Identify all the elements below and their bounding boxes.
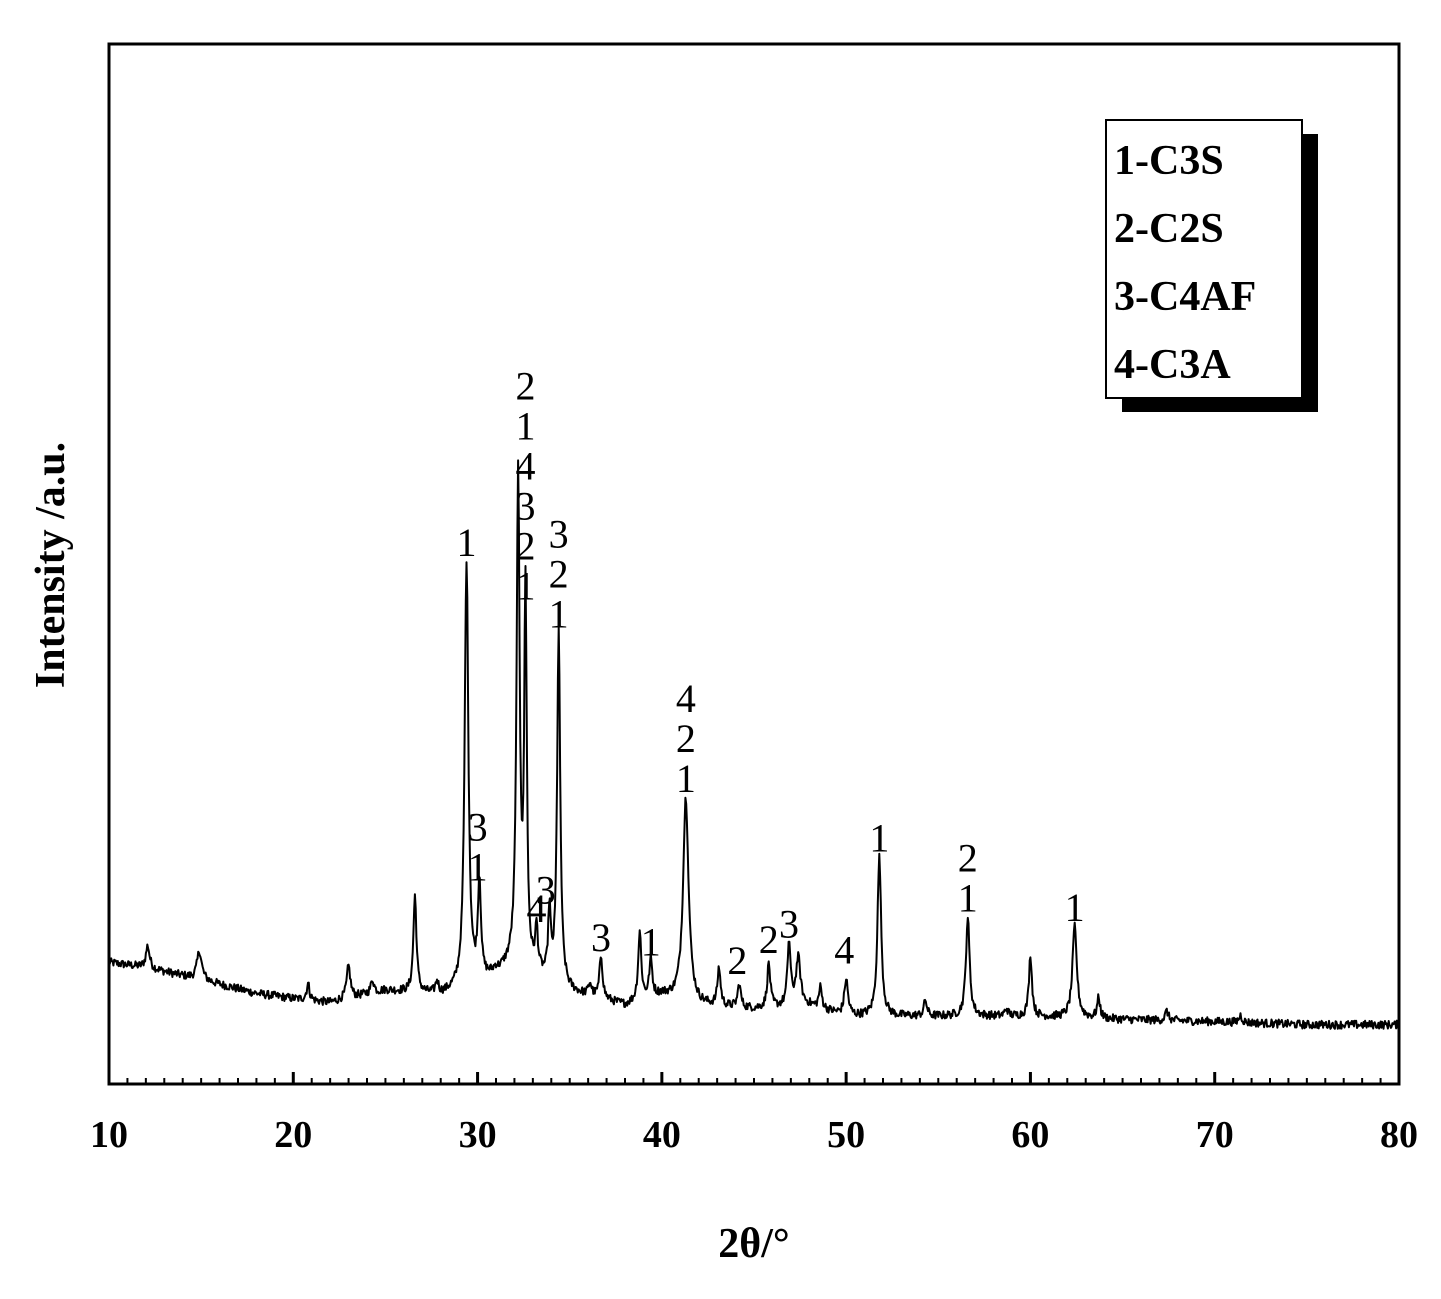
peak-label: 1 — [468, 844, 488, 889]
x-axis-title: 2θ/° — [718, 1221, 789, 1267]
x-tick-label: 70 — [1196, 1114, 1234, 1156]
x-tick-label: 20 — [274, 1114, 312, 1156]
peak-label: 2 — [549, 552, 569, 597]
peak-label: 1 — [549, 592, 569, 637]
peak-label: 2 — [676, 716, 696, 761]
peak-label: 1 — [457, 520, 477, 565]
legend-item-c4af: 3-C4AF — [1114, 274, 1256, 320]
peak-label: 4 — [676, 676, 696, 721]
peak-label: 3 — [549, 512, 569, 557]
peak-label: 1 — [641, 919, 661, 964]
legend-item-c3a: 4-C3A — [1114, 342, 1231, 388]
peak-label: 4 — [515, 444, 535, 489]
xrd-series-line — [108, 459, 1400, 1030]
peak-label: 1 — [515, 404, 535, 449]
plot-layer — [108, 459, 1400, 1030]
legend-item-c2s: 2-C2S — [1114, 206, 1224, 252]
legend: 1-C3S 2-C2S 3-C4AF 4-C3A — [1105, 119, 1318, 412]
y-axis-title: Intensity /a.u. — [28, 442, 74, 688]
peak-label: 2 — [759, 917, 779, 962]
x-axis-ticks: 10 20 30 40 50 60 70 80 — [90, 1072, 1418, 1156]
x-tick-label: 40 — [643, 1114, 681, 1156]
peak-label: 2 — [958, 836, 978, 881]
x-tick-label: 60 — [1011, 1114, 1049, 1156]
x-tick-label: 80 — [1380, 1114, 1418, 1156]
peak-label: 2 — [515, 524, 535, 569]
x-tick-label: 10 — [90, 1114, 128, 1156]
peak-label: 2 — [515, 364, 535, 409]
peak-label: 4 — [834, 928, 854, 973]
legend-box — [1105, 119, 1303, 399]
peak-label: 4 — [527, 886, 547, 931]
legend-item-c3s: 1-C3S — [1114, 138, 1224, 184]
peak-label: 1 — [958, 876, 978, 921]
peak-label: 3 — [591, 915, 611, 960]
peak-label: 3 — [536, 867, 556, 912]
peak-label: 3 — [779, 902, 799, 947]
peak-label: 2 — [727, 938, 747, 983]
peak-label: 3 — [515, 484, 535, 529]
x-tick-label: 50 — [827, 1114, 865, 1156]
peak-label: 1 — [515, 564, 535, 609]
peak-label: 3 — [468, 804, 488, 849]
x-tick-label: 30 — [459, 1114, 497, 1156]
peak-label: 1 — [1065, 885, 1085, 930]
peak-label: 1 — [869, 815, 889, 860]
peak-label: 1 — [676, 756, 696, 801]
